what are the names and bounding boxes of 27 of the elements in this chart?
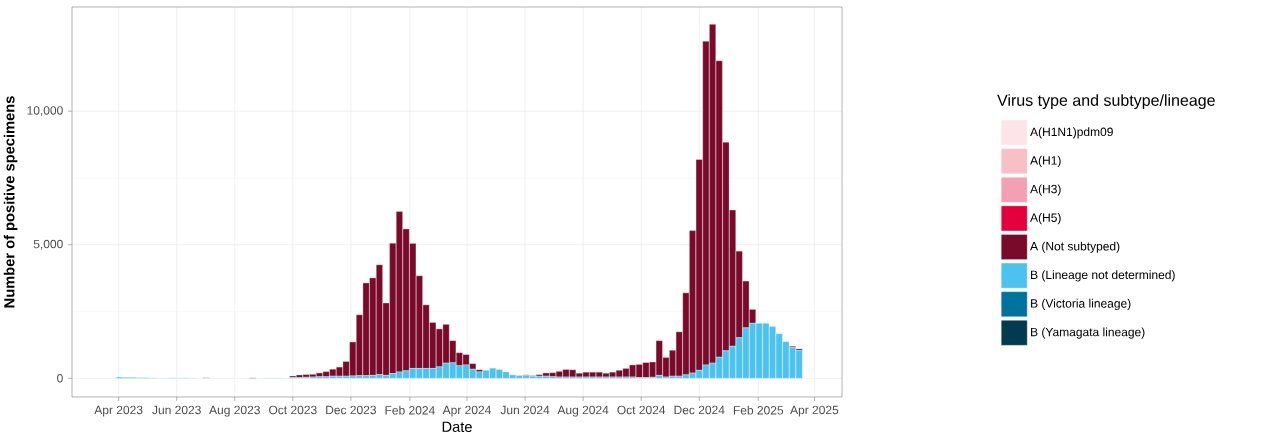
y-tick-label: 0: [57, 374, 63, 383]
legend-label: B (Victoria lineage): [1031, 298, 1131, 311]
legend-title: Virus type and subtype/lineage: [997, 94, 1215, 110]
x-tick-label: Oct 2024: [617, 405, 666, 415]
legend-label: A(H1): [1030, 155, 1061, 168]
legend-label: A(H3): [1030, 184, 1061, 196]
x-tick-label: Dec 2023: [326, 405, 377, 415]
x-tick-label: Jun 2024: [500, 405, 550, 415]
x-tick-label: Aug 2023: [209, 405, 260, 417]
y-tick-label: 5,000: [33, 239, 63, 250]
legend-label: A(H1N1)pdm09: [1030, 127, 1113, 139]
x-tick-label: Apr 2025: [790, 405, 839, 417]
y-axis-title: Number of positive specimens: [3, 96, 18, 308]
y-tick-label: 10,000: [27, 106, 63, 117]
x-tick-label: Apr 2024: [442, 405, 491, 417]
x-axis-title: Date: [442, 421, 472, 432]
legend-label: A(H5): [1030, 213, 1061, 225]
legend-label: B (Yamagata lineage): [1031, 327, 1145, 339]
x-tick-label: Oct 2023: [269, 405, 317, 415]
legend-label: A (Not subtyped): [1030, 241, 1120, 253]
x-tick-label: Feb 2025: [733, 405, 784, 415]
x-tick-label: Dec 2024: [674, 405, 725, 415]
x-tick-label: Feb 2024: [385, 405, 435, 415]
x-tick-label: Aug 2024: [557, 405, 609, 417]
legend-label: B (Lineage not determined): [1031, 270, 1175, 282]
x-tick-label: Jun 2023: [152, 405, 201, 415]
x-tick-label: Apr 2023: [94, 405, 143, 417]
